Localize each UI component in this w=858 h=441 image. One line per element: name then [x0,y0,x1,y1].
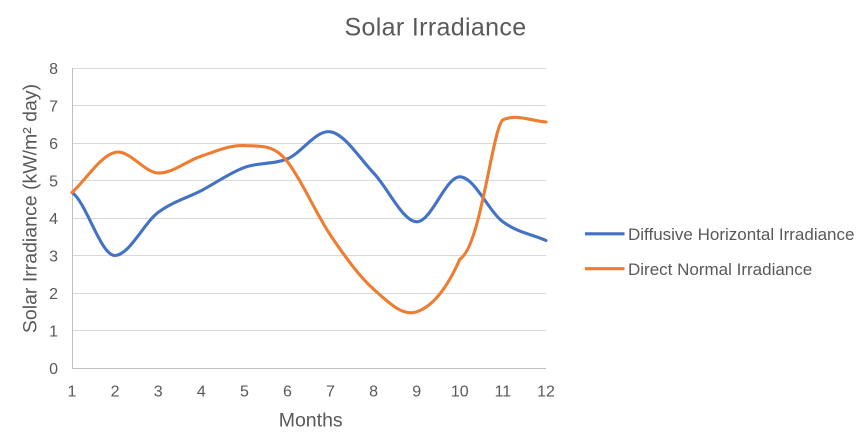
svg-text:7: 7 [49,98,58,115]
svg-text:8: 8 [369,384,378,401]
svg-text:5: 5 [49,173,58,190]
svg-text:Solar Irradiance (kW/m² day): Solar Irradiance (kW/m² day) [20,84,42,333]
svg-text:Direct Normal Irradiance: Direct Normal Irradiance [628,260,812,279]
svg-text:4: 4 [197,384,206,401]
svg-text:3: 3 [154,384,163,401]
svg-text:7: 7 [326,384,335,401]
svg-text:6: 6 [283,384,292,401]
svg-text:Solar Irradiance: Solar Irradiance [344,14,526,42]
svg-text:3: 3 [49,248,58,265]
svg-text:2: 2 [49,286,58,303]
svg-text:5: 5 [240,384,249,401]
svg-text:4: 4 [49,211,58,228]
svg-text:10: 10 [451,384,469,401]
svg-text:1: 1 [49,323,58,340]
svg-text:8: 8 [49,61,58,78]
svg-text:12: 12 [537,384,555,401]
svg-text:Months: Months [279,410,343,432]
svg-text:1: 1 [68,384,77,401]
svg-text:0: 0 [49,361,58,378]
svg-text:2: 2 [111,384,120,401]
svg-text:11: 11 [495,384,512,401]
svg-text:6: 6 [49,136,58,153]
svg-text:Diffusive Horizontal Irradianc: Diffusive Horizontal Irradiance [628,225,854,244]
svg-text:9: 9 [412,384,421,401]
